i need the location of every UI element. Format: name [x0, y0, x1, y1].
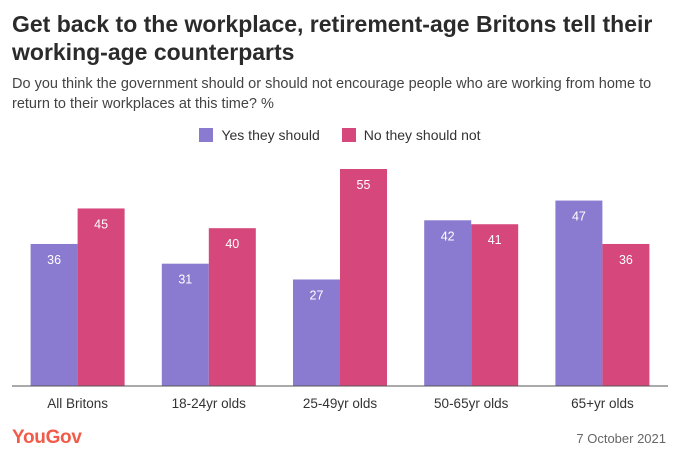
bar-no-2	[340, 169, 387, 386]
data-label-yes-3: 42	[441, 229, 455, 243]
legend-item-no: No they should not	[341, 127, 481, 143]
legend-swatch-yes	[199, 128, 214, 142]
category-label-4: 65+yr olds	[571, 396, 634, 411]
data-label-yes-0: 36	[47, 253, 61, 267]
legend: Yes they should No they should not	[0, 127, 680, 143]
data-label-yes-4: 47	[572, 210, 586, 224]
category-label-1: 18-24yr olds	[172, 396, 247, 411]
bar-no-4	[602, 243, 650, 386]
data-label-no-3: 41	[488, 233, 502, 247]
legend-swatch-no	[341, 128, 356, 142]
chart-subtitle: Do you think the government should or sh…	[12, 76, 652, 112]
legend-item-yes: Yes they should	[199, 127, 320, 143]
category-label-0: All Britons	[47, 396, 108, 411]
chart-title: Get back to the workplace, retirement-ag…	[12, 11, 653, 65]
data-label-yes-1: 31	[178, 273, 192, 287]
bar-no-0	[77, 208, 125, 386]
bar-yes-3	[424, 220, 472, 386]
data-label-no-2: 55	[357, 178, 371, 192]
category-label-2: 25-49yr olds	[303, 396, 378, 411]
bar-yes-4	[555, 200, 603, 386]
yougov-logo: YouGov	[12, 427, 82, 448]
legend-label-yes: Yes they should	[221, 127, 320, 143]
data-label-yes-2: 27	[310, 288, 324, 302]
bar-no-3	[471, 224, 519, 386]
legend-label-no: No they should not	[363, 127, 481, 143]
data-label-no-4: 36	[619, 253, 633, 267]
category-label-3: 50-65yr olds	[434, 396, 509, 411]
bar-yes-2	[293, 279, 340, 386]
bar-no-1	[208, 228, 256, 386]
publish-date: 7 October 2021	[576, 431, 666, 446]
data-label-no-0: 45	[94, 217, 108, 231]
bar-yes-0	[30, 243, 78, 386]
data-label-no-1: 40	[225, 237, 239, 251]
bar-yes-1	[161, 263, 209, 386]
